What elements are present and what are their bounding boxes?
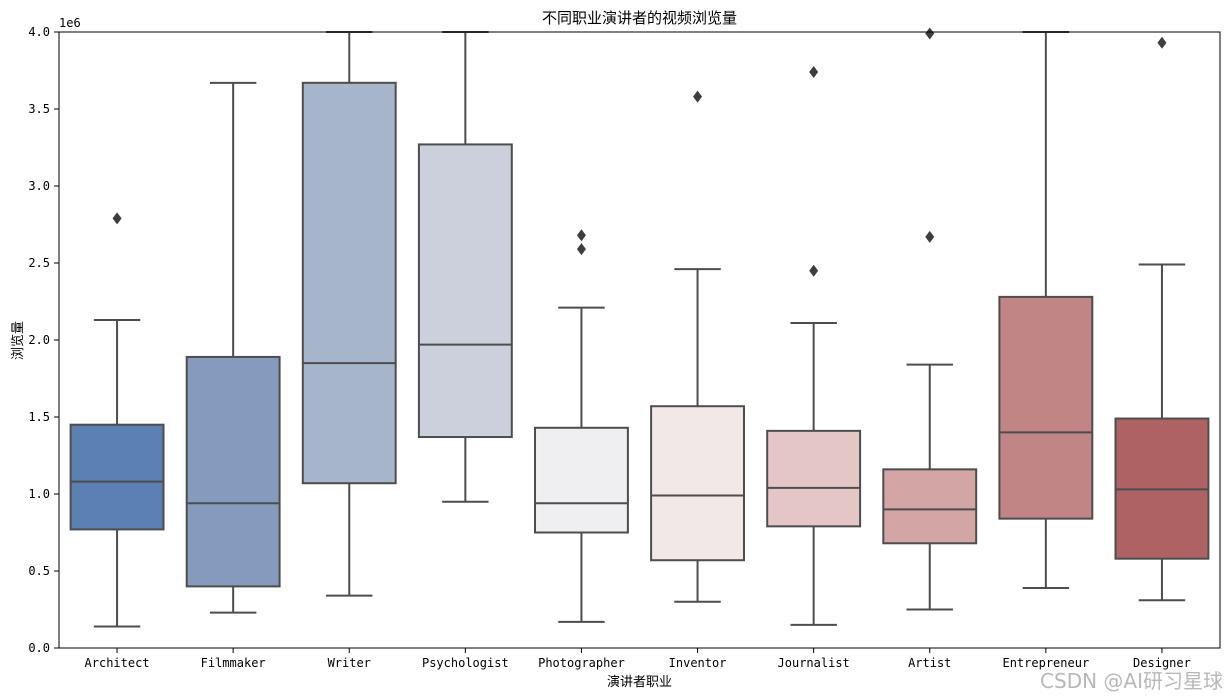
outlier-point xyxy=(1157,36,1167,49)
box-group-inventor xyxy=(650,90,745,603)
y-tick-label: 4.0 xyxy=(28,25,50,39)
y-tick-label: 3.5 xyxy=(28,102,50,116)
y-tick-label: 3.0 xyxy=(28,179,50,193)
x-tick-label: Writer xyxy=(328,656,371,670)
x-tick-label: Architect xyxy=(85,656,150,670)
box-group-psychologist xyxy=(417,31,513,503)
box-iqr xyxy=(301,81,397,485)
y-scale-label: 1e6 xyxy=(59,16,81,30)
box-group-photographer xyxy=(534,229,629,623)
plot-area: Architect Filmmaker Writer Psychologist Phot… xyxy=(28,25,1221,670)
x-tick-label: Journalist xyxy=(778,656,850,670)
outlier-point xyxy=(925,230,935,243)
outlier-point xyxy=(809,264,819,277)
x-tick-label: Designer xyxy=(1133,656,1191,670)
x-tick-label: Photographer xyxy=(538,656,625,670)
y-tick-label: 1.0 xyxy=(28,487,50,501)
box-iqr xyxy=(766,429,862,528)
x-axis-title: 演讲者职业 xyxy=(607,674,672,690)
outlier-point xyxy=(576,243,586,256)
x-tick-label: Inventor xyxy=(669,656,727,670)
box-iqr xyxy=(417,143,513,439)
outlier-point xyxy=(925,27,935,40)
box-iqr xyxy=(534,426,629,534)
box-group-architect xyxy=(69,212,165,628)
box-iqr xyxy=(185,355,281,588)
y-tick-label: 0.0 xyxy=(28,641,50,655)
outlier-point xyxy=(693,90,703,103)
x-tick-label: Psychologist xyxy=(422,656,509,670)
outlier-point xyxy=(112,212,122,225)
x-tick-label: Entrepreneur xyxy=(1002,656,1089,670)
box-iqr xyxy=(882,468,978,545)
watermark: CSDN @AI研习星球 xyxy=(1040,669,1223,693)
x-tick-label: Filmmaker xyxy=(201,656,266,670)
outlier-point xyxy=(576,229,586,242)
plot-frame xyxy=(58,31,1221,649)
y-tick-label: 2.5 xyxy=(28,256,50,270)
box-iqr xyxy=(69,423,165,531)
box-group-writer xyxy=(301,31,397,597)
y-tick-label: 2.0 xyxy=(28,333,50,347)
x-tick-label: Artist xyxy=(908,656,951,670)
box-iqr xyxy=(650,405,745,562)
y-tick-label: 1.5 xyxy=(28,410,50,424)
box-group-journalist xyxy=(766,66,862,626)
box-iqr xyxy=(998,295,1094,520)
y-tick-label: 0.5 xyxy=(28,564,50,578)
outlier-point xyxy=(809,66,819,79)
box-group-artist xyxy=(882,27,978,611)
y-axis-title: 浏览量 xyxy=(10,321,26,360)
chart-title: 不同职业演讲者的视频浏览量 xyxy=(542,9,737,27)
box-group-entrepreneur xyxy=(998,31,1094,589)
box-group-filmmaker xyxy=(185,81,281,614)
box-group-designer xyxy=(1114,36,1210,602)
